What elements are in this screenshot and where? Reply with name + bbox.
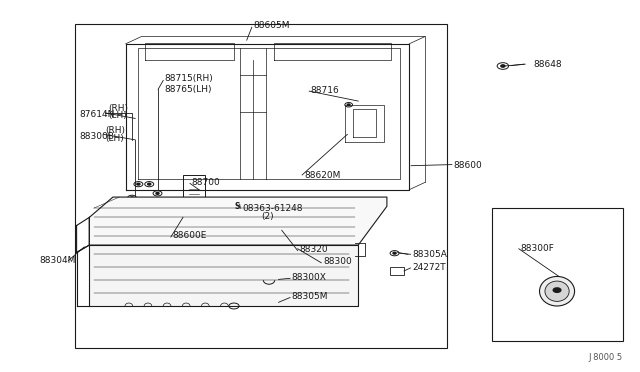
Text: 88300B: 88300B <box>79 132 114 141</box>
Circle shape <box>131 197 134 199</box>
Text: 87614N: 87614N <box>79 109 115 119</box>
Text: 88716: 88716 <box>310 86 339 94</box>
Text: 88320: 88320 <box>300 245 328 254</box>
Text: 88715(RH): 88715(RH) <box>164 74 212 83</box>
Text: 88600: 88600 <box>454 161 483 170</box>
Ellipse shape <box>545 281 569 301</box>
Circle shape <box>137 183 140 185</box>
Text: S: S <box>234 202 240 211</box>
Text: (RH): (RH) <box>105 126 125 135</box>
Text: 88700: 88700 <box>191 178 220 187</box>
Circle shape <box>553 288 561 292</box>
Text: 88304M: 88304M <box>40 256 76 265</box>
Circle shape <box>148 183 151 185</box>
Text: 88600E: 88600E <box>172 231 207 240</box>
Circle shape <box>156 192 159 194</box>
Text: 88648: 88648 <box>534 60 562 69</box>
Text: 88305M: 88305M <box>291 292 328 301</box>
Text: 88300F: 88300F <box>521 244 555 253</box>
Text: 88305A: 88305A <box>412 250 447 259</box>
Polygon shape <box>90 197 387 245</box>
Bar <box>183 175 205 203</box>
Ellipse shape <box>540 276 575 306</box>
Text: 88300X: 88300X <box>291 273 326 282</box>
Text: 88765(LH): 88765(LH) <box>164 85 211 94</box>
Circle shape <box>501 65 505 67</box>
Text: 88620M: 88620M <box>304 171 340 180</box>
Bar <box>75 23 447 349</box>
Polygon shape <box>90 245 358 306</box>
Circle shape <box>348 104 350 106</box>
Text: 08363-61248: 08363-61248 <box>243 204 303 214</box>
Text: 88605M: 88605M <box>253 21 289 30</box>
Bar <box>492 208 623 341</box>
Text: (2): (2) <box>261 212 274 221</box>
Circle shape <box>393 252 396 254</box>
Text: (LH): (LH) <box>105 134 124 142</box>
Bar <box>390 267 404 275</box>
Text: 24272T: 24272T <box>412 263 446 272</box>
Text: J 8000 5: J 8000 5 <box>589 353 623 362</box>
Text: 88300: 88300 <box>323 257 352 266</box>
Text: (RH): (RH) <box>108 104 129 113</box>
Text: (LH): (LH) <box>108 111 127 121</box>
